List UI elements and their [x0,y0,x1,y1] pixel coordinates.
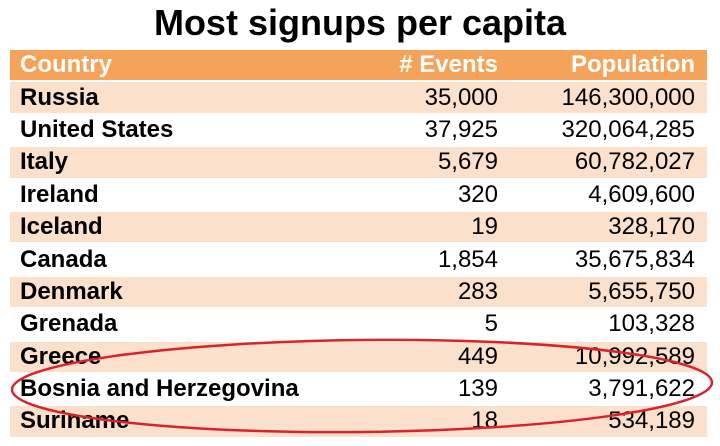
table-row: Canada 1,854 35,675,834 [10,244,707,277]
cell-country: Grenada [20,310,118,338]
table-row: Denmark 283 5,655,750 [10,276,707,310]
cell-population: 10,992,589 [574,342,695,370]
cell-population: 60,782,027 [574,148,695,176]
cell-events: 5,679 [437,148,498,176]
cell-events: 449 [457,342,498,370]
cell-events: 139 [457,375,498,403]
table-row: Bosnia and Herzegovina 139 3,791,622 [10,373,707,407]
signups-table: Country # Events Population Russia 35,000… [10,50,707,439]
cell-events: 37,925 [424,115,498,143]
cell-events: 35,000 [424,83,498,111]
cell-events: 5 [484,310,498,338]
table-row: Grenada 5 103,328 [10,309,707,342]
page-title: Most signups per capita [153,2,567,43]
cell-country: Iceland [20,213,103,241]
cell-country: United States [20,115,174,143]
table-row: Italy 5,679 60,782,027 [10,147,707,180]
cell-events: 320 [457,180,498,208]
cell-population: 534,189 [608,407,695,435]
cell-country: Ireland [20,180,99,208]
table-row: Suriname 18 534,189 [10,406,707,439]
cell-population: 3,791,622 [588,375,695,403]
cell-population: 4,609,600 [588,180,695,208]
header-events: # Events [399,51,498,79]
cell-country: Italy [20,148,69,176]
cell-country: Greece [20,342,102,370]
header-population: Population [571,51,695,79]
table-row: Ireland 320 4,609,600 [10,179,707,212]
table-row: Greece 449 10,992,589 [10,341,707,374]
cell-country: Suriname [20,407,130,435]
cell-country: Canada [20,245,107,273]
cell-country: Bosnia and Herzegovina [20,375,299,403]
table-row: Russia 35,000 146,300,000 [10,82,707,115]
table-row: Iceland 19 328,170 [10,211,707,245]
table-row: United States 37,925 320,064,285 [10,114,707,148]
cell-population: 320,064,285 [561,115,695,143]
cell-population: 35,675,834 [574,245,695,273]
cell-population: 328,170 [608,213,695,241]
cell-population: 146,300,000 [561,83,695,111]
cell-events: 18 [471,407,498,435]
cell-population: 103,328 [608,310,695,338]
cell-events: 283 [457,277,498,305]
cell-events: 1,854 [437,245,498,273]
cell-country: Russia [20,83,99,111]
cell-country: Denmark [20,277,123,305]
cell-events: 19 [471,213,498,241]
header-country: Country [20,51,112,79]
cell-population: 5,655,750 [588,277,695,305]
table-header-row: Country # Events Population [10,50,707,83]
